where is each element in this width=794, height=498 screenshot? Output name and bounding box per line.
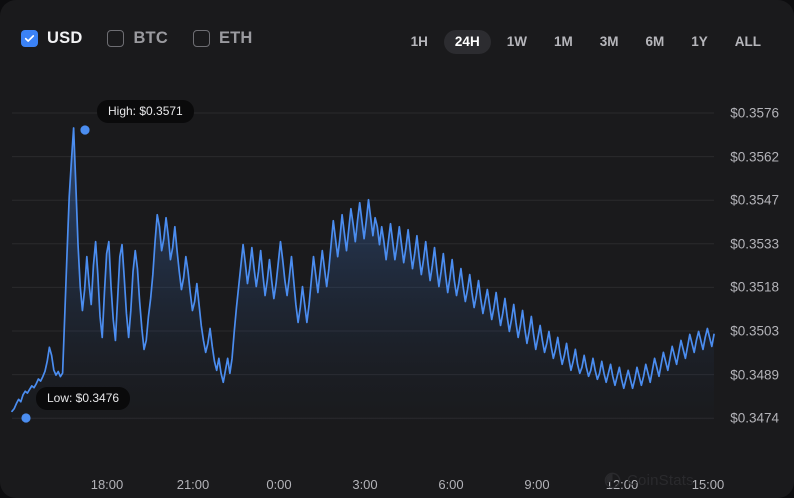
high-point-marker: [80, 125, 90, 135]
price-area-fill: [12, 127, 714, 421]
currency-selector-group: USD BTC ETH: [21, 30, 253, 47]
low-value-tooltip: Low: $0.3476: [36, 387, 131, 410]
checkbox-unchecked-icon[interactable]: [107, 30, 125, 47]
time-range-selector-group: 1H 24H 1W 1M 3M 6M 1Y ALL: [400, 30, 772, 54]
range-button-all[interactable]: ALL: [724, 30, 772, 54]
range-button-1y[interactable]: 1Y: [680, 30, 719, 54]
range-button-1m[interactable]: 1M: [543, 30, 584, 54]
x-axis-tick-label: 0:00: [266, 477, 292, 492]
x-axis-tick-label: 12:00: [605, 477, 639, 492]
y-axis-tick-label: $0.3489: [730, 366, 779, 382]
currency-label-btc: BTC: [133, 29, 168, 48]
currency-option-eth[interactable]: ETH: [192, 29, 253, 48]
x-axis-tick-label: 6:00: [438, 477, 464, 492]
range-button-24h[interactable]: 24H: [443, 30, 491, 54]
x-axis-tick-label: 21:00: [176, 477, 210, 492]
range-button-6m[interactable]: 6M: [634, 30, 675, 54]
y-axis-tick-label: $0.3503: [730, 323, 779, 339]
x-axis-tick-label: 15:00: [691, 477, 725, 492]
y-axis-tick-label: $0.3547: [730, 192, 779, 208]
y-axis-tick-label: $0.3533: [730, 236, 779, 252]
range-button-3m[interactable]: 3M: [589, 30, 630, 54]
checkbox-unchecked-icon[interactable]: [192, 30, 210, 47]
low-point-marker: [21, 413, 31, 423]
y-axis-tick-label: $0.3576: [730, 105, 779, 121]
price-line: [11, 127, 715, 413]
price-line-chart: [11, 112, 715, 423]
currency-label-usd: USD: [47, 29, 83, 48]
checkbox-checked-icon[interactable]: [21, 30, 38, 47]
chart-plot-area[interactable]: $0.3576 $0.3562 $0.3547 $0.3533 $0.3518 $0.35…: [0, 72, 794, 498]
x-axis-tick-label: 9:00: [524, 477, 550, 492]
y-axis-tick-label: $0.3562: [730, 148, 779, 164]
currency-label-eth: ETH: [218, 29, 253, 48]
currency-option-usd[interactable]: USD: [21, 30, 82, 47]
y-axis-tick-label: $0.3518: [730, 279, 779, 295]
x-axis-tick-label: 18:00: [90, 477, 124, 492]
y-axis-tick-label: $0.3474: [730, 410, 779, 426]
range-button-1w[interactable]: 1W: [496, 30, 538, 54]
chart-toolbar: USD BTC ETH 1H 24H 1W 1M 3M 6M 1Y ALL: [0, 0, 794, 72]
high-value-tooltip: High: $0.3571: [97, 100, 194, 123]
range-button-1h[interactable]: 1H: [400, 30, 439, 54]
currency-option-btc[interactable]: BTC: [107, 30, 168, 47]
x-axis-tick-label: 3:00: [352, 477, 378, 492]
